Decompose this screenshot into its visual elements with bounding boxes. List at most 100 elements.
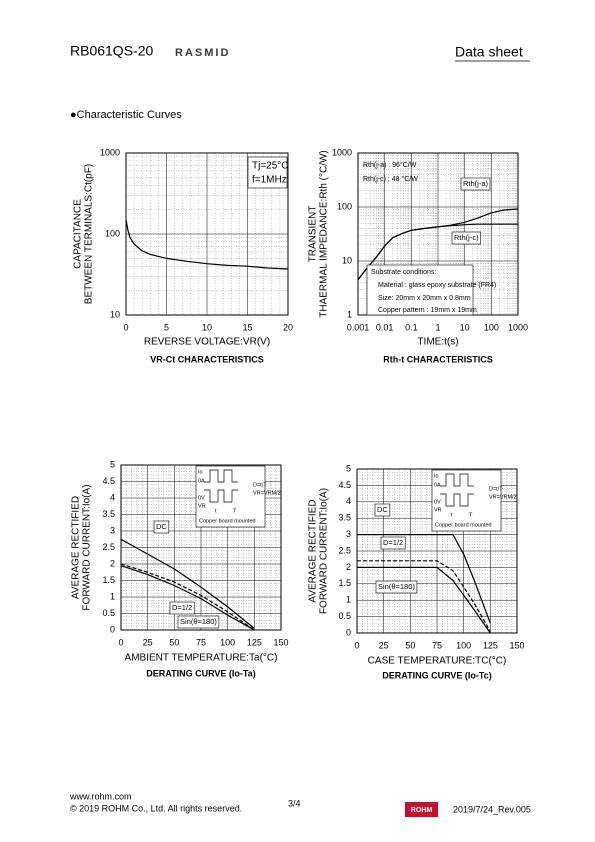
rohm-logo-box <box>405 802 438 817</box>
y-tick-label: 0 <box>346 627 351 637</box>
annotation: Size: 20mm x 20mm x 0.8mm <box>378 295 471 302</box>
y-tick-label: 4 <box>346 496 351 506</box>
x-tick-label: 15 <box>242 322 252 332</box>
annotation: T <box>469 512 473 518</box>
y-tick-label: 10 <box>342 255 352 265</box>
x-tick-label: 10 <box>460 322 470 332</box>
y-tick-label: 0.5 <box>102 608 115 618</box>
y-axis-label: TRANSIENT <box>308 206 319 263</box>
series-label: Sin(θ=180) <box>378 582 415 591</box>
annotation: Io <box>198 469 203 475</box>
chart-caption: DERATING CURVE (Io-Ta) <box>146 668 256 678</box>
y-tick-label: 3 <box>346 529 351 539</box>
x-tick-label: 125 <box>483 640 498 650</box>
footer-copyright: © 2019 ROHM Co., Ltd. All rights reserve… <box>70 803 242 813</box>
x-tick-label: 1 <box>435 322 440 332</box>
annotation: VR <box>198 503 206 509</box>
series-label: D=1/2 <box>172 603 192 612</box>
brand-logo: RASMID <box>175 47 230 59</box>
annotation: 0A <box>198 478 205 484</box>
annotation: Material : glass epoxy substrate (FR4) <box>378 282 496 289</box>
x-tick-label: 20 <box>283 322 293 332</box>
annotation-box <box>247 156 288 189</box>
annotation-box <box>366 264 474 316</box>
y-axis-label: AVERAGE RECTIFIED <box>71 496 82 599</box>
x-axis-label: TIME:t(s) <box>417 337 458 348</box>
x-tick-label: 25 <box>143 637 153 647</box>
y-tick-label: 1 <box>110 591 115 601</box>
annotation: t <box>451 512 453 518</box>
annotation: Substrate conditions: <box>371 269 436 276</box>
x-tick-label: 150 <box>273 637 288 647</box>
series-line <box>120 538 255 629</box>
y-tick-label: 3.5 <box>102 509 115 519</box>
series-line <box>120 565 255 631</box>
x-tick-label: 0.01 <box>376 322 394 332</box>
y-axis-label: FORWARD CURRENT:Io(A) <box>82 484 93 610</box>
series-label-box <box>375 580 418 594</box>
annotation: VR=VRM/2 <box>489 494 517 500</box>
x-tick-label: 125 <box>247 637 262 647</box>
series-line <box>357 560 491 632</box>
annotation: 0A <box>434 482 441 488</box>
annotation: VR <box>434 507 442 513</box>
y-tick-label: 1.5 <box>102 575 115 585</box>
y-tick-label: 4 <box>110 492 115 502</box>
annotation: T <box>233 508 237 514</box>
part-number: RB061QS-20 <box>70 43 153 59</box>
y-axis-label: BETWEEN TERMINALS:Ct(pF) <box>84 164 95 304</box>
x-tick-label: 75 <box>432 640 442 650</box>
y-axis-label: FORWARD CURRENT:Io(A) <box>319 488 330 614</box>
y-tick-label: 1 <box>347 309 352 319</box>
series-line <box>357 534 491 624</box>
annotation: Rth(j-c) : 48 °C/W <box>363 175 418 183</box>
doc-type: Data sheet <box>455 44 523 60</box>
y-tick-label: 2.5 <box>102 542 115 552</box>
y-tick-label: 4.5 <box>102 476 115 486</box>
annotation: 0V <box>198 495 205 501</box>
y-tick-label: 5 <box>346 463 351 473</box>
annotation: Tj=25°C <box>252 161 289 172</box>
annotation: Rth(j-a) : 96°C/W <box>363 161 417 169</box>
y-tick-label: 0 <box>110 624 115 634</box>
section-title: ●Characteristic Curves <box>70 109 182 121</box>
x-tick-label: 10 <box>202 322 212 332</box>
inset-waveform <box>204 469 238 483</box>
y-tick-label: 2 <box>346 562 351 572</box>
page-number: 3/4 <box>288 798 301 808</box>
y-axis-label: THAERMAL IMPEDANCE:Rth (°C/W) <box>319 150 330 318</box>
inset-waveform <box>440 473 474 487</box>
x-tick-label: 0 <box>123 322 128 332</box>
x-tick-label: 0.001 <box>347 322 370 332</box>
y-tick-label: 3 <box>110 525 115 535</box>
series-label-box <box>380 536 406 550</box>
annotation: Copper board mounted <box>199 518 256 524</box>
annotation: f=1MHz <box>252 175 287 186</box>
footer-revision: 2019/7/24_Rev.005 <box>453 804 531 814</box>
y-tick-label: 10 <box>110 309 120 319</box>
y-tick-label: 1000 <box>100 147 120 157</box>
plot-frame <box>356 468 518 634</box>
y-tick-label: 2 <box>110 558 115 568</box>
y-tick-label: 100 <box>337 201 352 211</box>
series-label: DC <box>156 522 167 531</box>
series-label-box <box>169 601 195 615</box>
x-tick-label: 5 <box>164 322 169 332</box>
x-tick-label: 150 <box>509 640 524 650</box>
inset-box <box>431 469 502 532</box>
plot-frame <box>125 152 289 316</box>
y-tick-label: 1 <box>346 595 351 605</box>
x-tick-label: 50 <box>405 640 415 650</box>
y-tick-label: 4.5 <box>338 480 351 490</box>
chart-caption: Rth-t CHARACTERISTICS <box>383 354 493 364</box>
x-tick-label: 100 <box>220 637 235 647</box>
annotation: Io <box>434 473 439 479</box>
y-tick-label: 0.5 <box>338 611 351 621</box>
x-tick-label: 0 <box>118 637 123 647</box>
x-tick-label: 1000 <box>508 322 528 332</box>
x-tick-label: 25 <box>379 640 389 650</box>
y-axis-label: AVERAGE RECTIFIED <box>308 499 319 602</box>
y-tick-label: 3.5 <box>338 513 351 523</box>
y-tick-label: 2.5 <box>338 545 351 555</box>
annotation: 0V <box>434 499 441 505</box>
